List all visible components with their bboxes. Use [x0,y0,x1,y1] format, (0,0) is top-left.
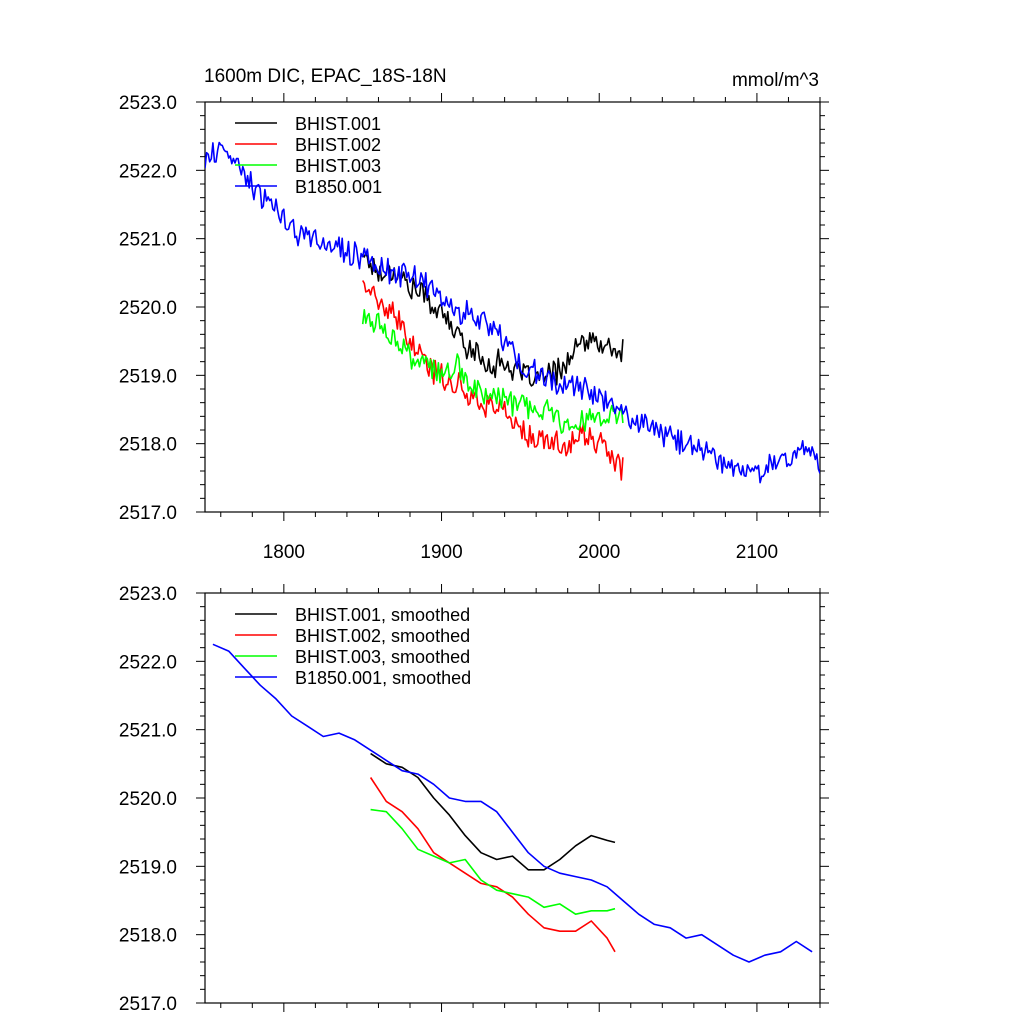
series-lines [212,643,813,963]
series-line-b1850-001-smoothed [212,643,813,963]
y-tick-label: 2523.0 [119,584,177,605]
top-panel: 2517.0 2518.0 2519.0 2520.0 2521.0 2522.0 2523… [119,93,829,563]
y-tick-label: 2521.0 [119,721,177,742]
series-line-bhist-003 [361,309,624,434]
legend-label: B1850.001 [295,177,382,197]
axis-ticks [196,93,829,521]
series-line-bhist-001-smoothed [370,752,616,871]
legend-label: BHIST.001 [295,114,381,134]
y-tick-label: 2518.0 [119,926,177,947]
legend-label: B1850.001, smoothed [295,668,471,688]
series-line-bhist-003-smoothed [370,808,616,915]
units-label: mmol/m^3 [731,70,819,91]
x-tick-label: 2100 [736,542,778,563]
x-tick-label: 2000 [578,542,620,563]
y-tick-label: 2517.0 [119,503,177,524]
y-tick-label: 2519.0 [119,366,177,387]
y-tick-label: 2517.0 [119,994,177,1015]
series-line-bhist-001 [362,252,624,387]
series-line-b1850-001 [205,141,820,484]
legend-label: BHIST.003, smoothed [295,647,470,667]
x-tick-label: 1800 [263,542,305,563]
x-tick-label: 1900 [420,542,462,563]
y-tick-label: 2520.0 [119,789,177,810]
y-tick-label: 2523.0 [119,93,177,114]
y-tick-label: 2521.0 [119,230,177,251]
legend-label: BHIST.002, smoothed [295,626,470,646]
y-tick-label: 2522.0 [119,652,177,673]
y-tick-label: 2519.0 [119,857,177,878]
bottom-panel: 2517.0 2518.0 2519.0 2520.0 2521.0 2522.0 2523… [119,584,829,1015]
y-tick-label: 2520.0 [119,298,177,319]
axis-ticks [196,584,829,1012]
y-tick-label: 2522.0 [119,161,177,182]
series-lines [205,141,820,484]
series-line-bhist-002 [362,280,624,481]
series-line-bhist-002-smoothed [369,777,616,953]
legend-label: BHIST.002 [295,135,381,155]
y-tick-label: 2518.0 [119,435,177,456]
legend-label: BHIST.001, smoothed [295,605,470,625]
chart-title: 1600m DIC, EPAC_18S-18N [204,66,447,87]
legend-label: BHIST.003 [295,156,381,176]
